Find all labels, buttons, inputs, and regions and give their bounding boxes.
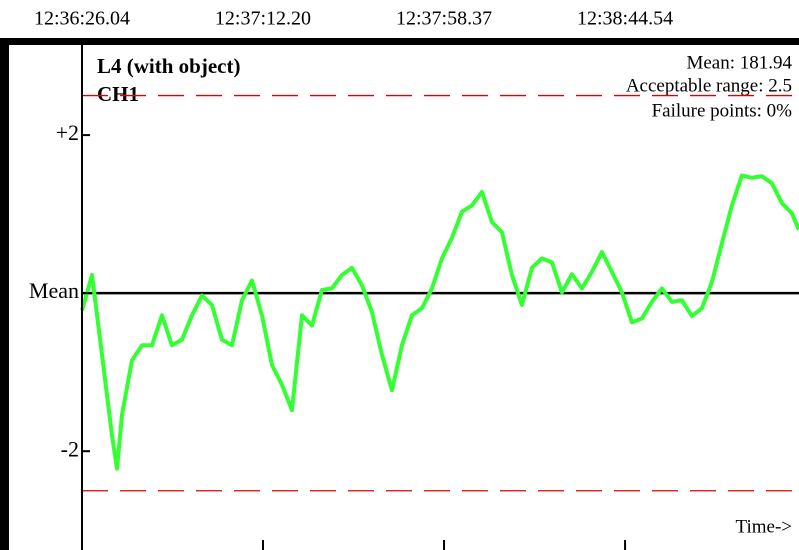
top-band	[0, 38, 799, 45]
y-tick-label: -2	[61, 436, 79, 461]
y-tick-label: +2	[56, 120, 79, 145]
y-tick-label: Mean	[29, 278, 79, 303]
x-tick-label: 12:38:44.54	[577, 8, 673, 30]
x-tick-label: 12:36:26.04	[34, 8, 130, 30]
chart-title: L4 (with object)	[97, 54, 240, 78]
annotation: Mean: 181.94	[686, 52, 792, 73]
left-band	[0, 45, 9, 550]
annotation: Acceptable range: 2.5	[626, 75, 792, 96]
x-tick-label: 12:37:58.37	[396, 8, 492, 30]
x-tick-label: 12:37:12.20	[215, 8, 311, 30]
data-line	[80, 173, 799, 471]
chart-subtitle: CH1	[97, 82, 139, 106]
annotation: Failure points: 0%	[652, 100, 793, 121]
x-axis-label: Time->	[736, 516, 792, 537]
